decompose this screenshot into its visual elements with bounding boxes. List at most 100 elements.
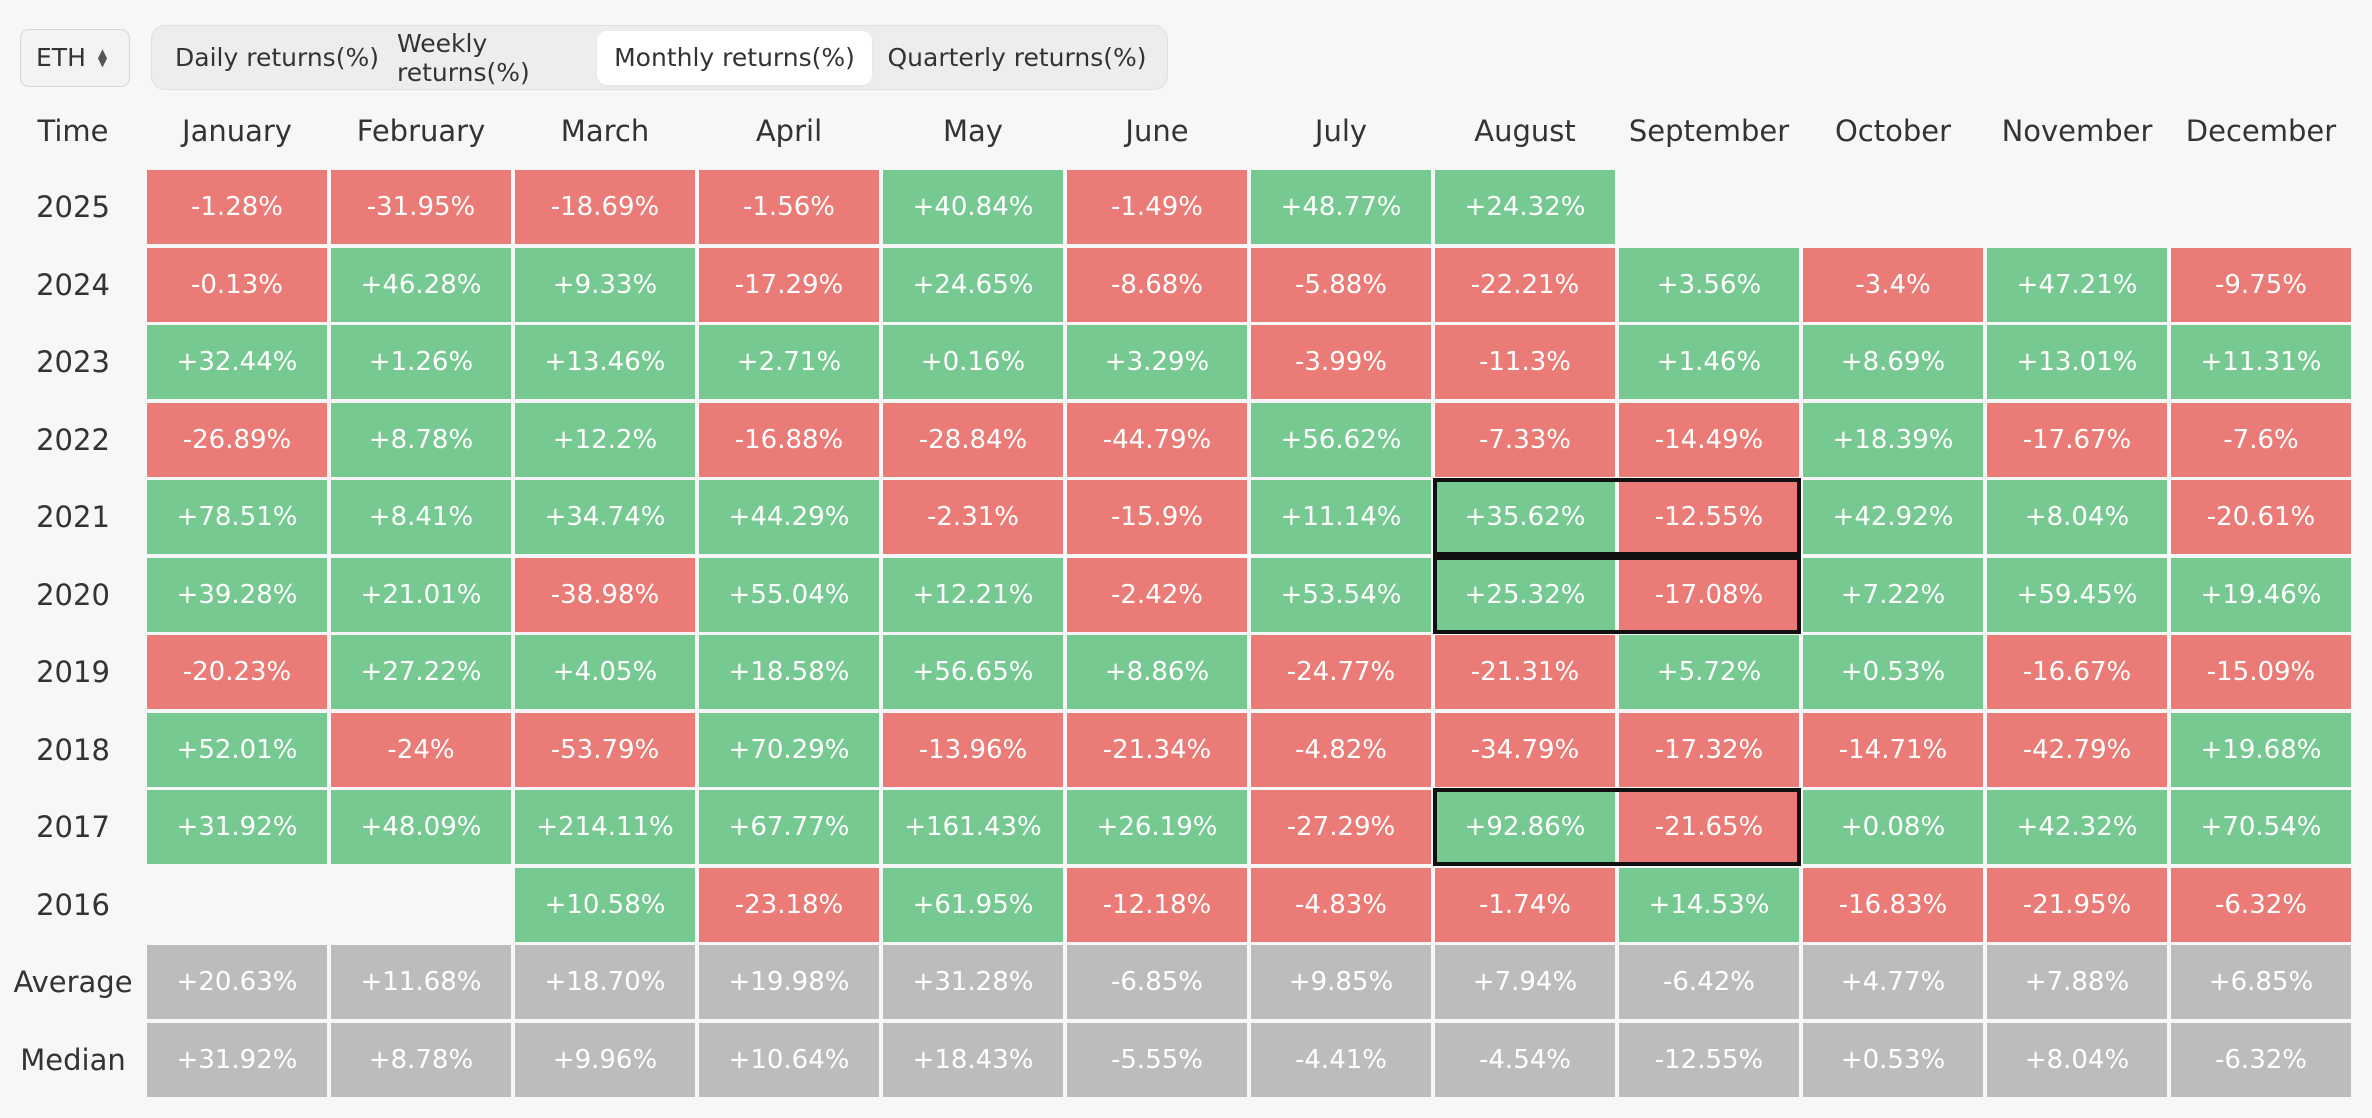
return-cell: -2.31% [883, 480, 1063, 554]
return-cell: +1.46% [1619, 325, 1799, 399]
return-cell: +67.77% [699, 790, 879, 864]
return-cell: +6.85% [2171, 945, 2351, 1019]
return-cell: +44.29% [699, 480, 879, 554]
return-cell: -21.31% [1435, 635, 1615, 709]
return-cell: +26.19% [1067, 790, 1247, 864]
return-cell: +8.04% [1987, 1022, 2167, 1097]
return-cell: -12.18% [1067, 867, 1247, 942]
return-cell: -4.83% [1251, 867, 1431, 942]
return-cell: -1.74% [1435, 867, 1615, 942]
return-cell: +19.46% [2171, 557, 2351, 632]
return-cell: +13.01% [1987, 325, 2167, 399]
row-label-2016: 2016 [36, 887, 110, 922]
return-cell: +59.45% [1987, 557, 2167, 632]
return-cell: +34.74% [515, 480, 695, 554]
return-cell: +12.2% [515, 402, 695, 477]
month-header-february: February [356, 114, 486, 148]
return-cell: +42.32% [1987, 790, 2167, 864]
month-header-july: July [1314, 114, 1368, 148]
return-cell: -2.42% [1067, 557, 1247, 632]
return-cell: +3.29% [1067, 325, 1247, 399]
return-cell: +19.98% [699, 945, 879, 1019]
return-cell: +48.09% [331, 790, 511, 864]
return-cell: -20.23% [147, 635, 327, 709]
month-header-september: September [1628, 114, 1790, 148]
row-label-2023: 2023 [36, 345, 110, 379]
return-cell: +92.86% [1435, 790, 1615, 864]
return-cell: +2.71% [699, 325, 879, 399]
return-cell: -4.54% [1435, 1022, 1615, 1097]
return-cell: +31.28% [883, 945, 1063, 1019]
return-cell: -23.18% [699, 867, 879, 942]
month-header-may: May [943, 114, 1003, 148]
return-cell: +35.62% [1435, 480, 1615, 554]
return-cell: +25.32% [1435, 557, 1615, 632]
return-cell: +11.68% [331, 945, 511, 1019]
return-cell: -42.79% [1987, 712, 2167, 787]
row-label-2024: 2024 [36, 267, 110, 302]
return-cell: +27.22% [331, 635, 511, 709]
return-cell: -0.13% [147, 247, 327, 322]
return-cell: +47.21% [1987, 247, 2167, 322]
row-label-2021: 2021 [36, 500, 110, 534]
return-cell: +70.29% [699, 712, 879, 787]
return-cell: +56.62% [1251, 402, 1431, 477]
month-header-january: January [182, 114, 292, 148]
return-cell: -1.49% [1067, 170, 1247, 244]
return-cell: +18.39% [1803, 402, 1983, 477]
return-cell: -17.08% [1619, 557, 1799, 632]
return-cell: +0.16% [883, 325, 1063, 399]
return-cell: -5.88% [1251, 247, 1431, 322]
return-cell: -12.55% [1619, 1022, 1799, 1097]
month-header-october: October [1834, 114, 1952, 148]
return-cell: +8.69% [1803, 325, 1983, 399]
return-cell: +19.68% [2171, 712, 2351, 787]
return-cell: -11.3% [1435, 325, 1615, 399]
return-cell: +7.88% [1987, 945, 2167, 1019]
return-cell: -17.32% [1619, 712, 1799, 787]
tab-monthly-returns[interactable]: Monthly returns(%) [597, 30, 872, 85]
return-cell: -6.32% [2171, 1022, 2351, 1097]
tab-quarterly-returns[interactable]: Quarterly returns(%) [887, 43, 1147, 72]
return-cell: +18.58% [699, 635, 879, 709]
return-cell: -17.29% [699, 247, 879, 322]
return-cell: +4.77% [1803, 945, 1983, 1019]
return-cell: -6.32% [2171, 867, 2351, 942]
return-cell: -16.88% [699, 402, 879, 477]
return-cell: -28.84% [883, 402, 1063, 477]
return-cell: +8.78% [331, 1022, 511, 1097]
row-label-2025: 2025 [36, 190, 110, 224]
return-cell: -8.68% [1067, 247, 1247, 322]
return-cell: +70.54% [2171, 790, 2351, 864]
tab-daily-returns[interactable]: Daily returns(%) [175, 43, 379, 72]
month-header-august: August [1474, 114, 1576, 148]
tab-weekly-returns[interactable]: Weekly returns(%) [397, 28, 530, 87]
return-cell: +8.41% [331, 480, 511, 554]
return-cell: -16.83% [1803, 867, 1983, 942]
return-cell: +214.11% [515, 790, 695, 864]
return-cell: +48.77% [1251, 170, 1431, 244]
return-cell: -22.21% [1435, 247, 1615, 322]
return-cell: -12.55% [1619, 480, 1799, 554]
return-cell: -31.95% [331, 170, 511, 244]
asset-select[interactable]: ETH ▲ ▼ [20, 28, 130, 87]
return-cell: -6.85% [1067, 945, 1247, 1019]
return-cell: +46.28% [331, 247, 511, 322]
return-cell: +8.78% [331, 402, 511, 477]
return-cell: -16.67% [1987, 635, 2167, 709]
return-cell: -15.09% [2171, 635, 2351, 709]
return-cell: +11.31% [2171, 325, 2351, 399]
return-cell: +39.28% [147, 557, 327, 632]
return-cell: +55.04% [699, 557, 879, 632]
return-cell: +31.92% [147, 790, 327, 864]
return-cell: +0.08% [1803, 790, 1983, 864]
return-cell: -3.99% [1251, 325, 1431, 399]
return-cell: -24% [331, 712, 511, 787]
return-cell: -24.77% [1251, 635, 1431, 709]
return-cell: -14.49% [1619, 402, 1799, 477]
return-cell: -20.61% [2171, 480, 2351, 554]
return-cell: +24.65% [883, 247, 1063, 322]
return-cell: -21.34% [1067, 712, 1247, 787]
return-cell: -4.82% [1251, 712, 1431, 787]
time-header: Time [37, 114, 109, 148]
